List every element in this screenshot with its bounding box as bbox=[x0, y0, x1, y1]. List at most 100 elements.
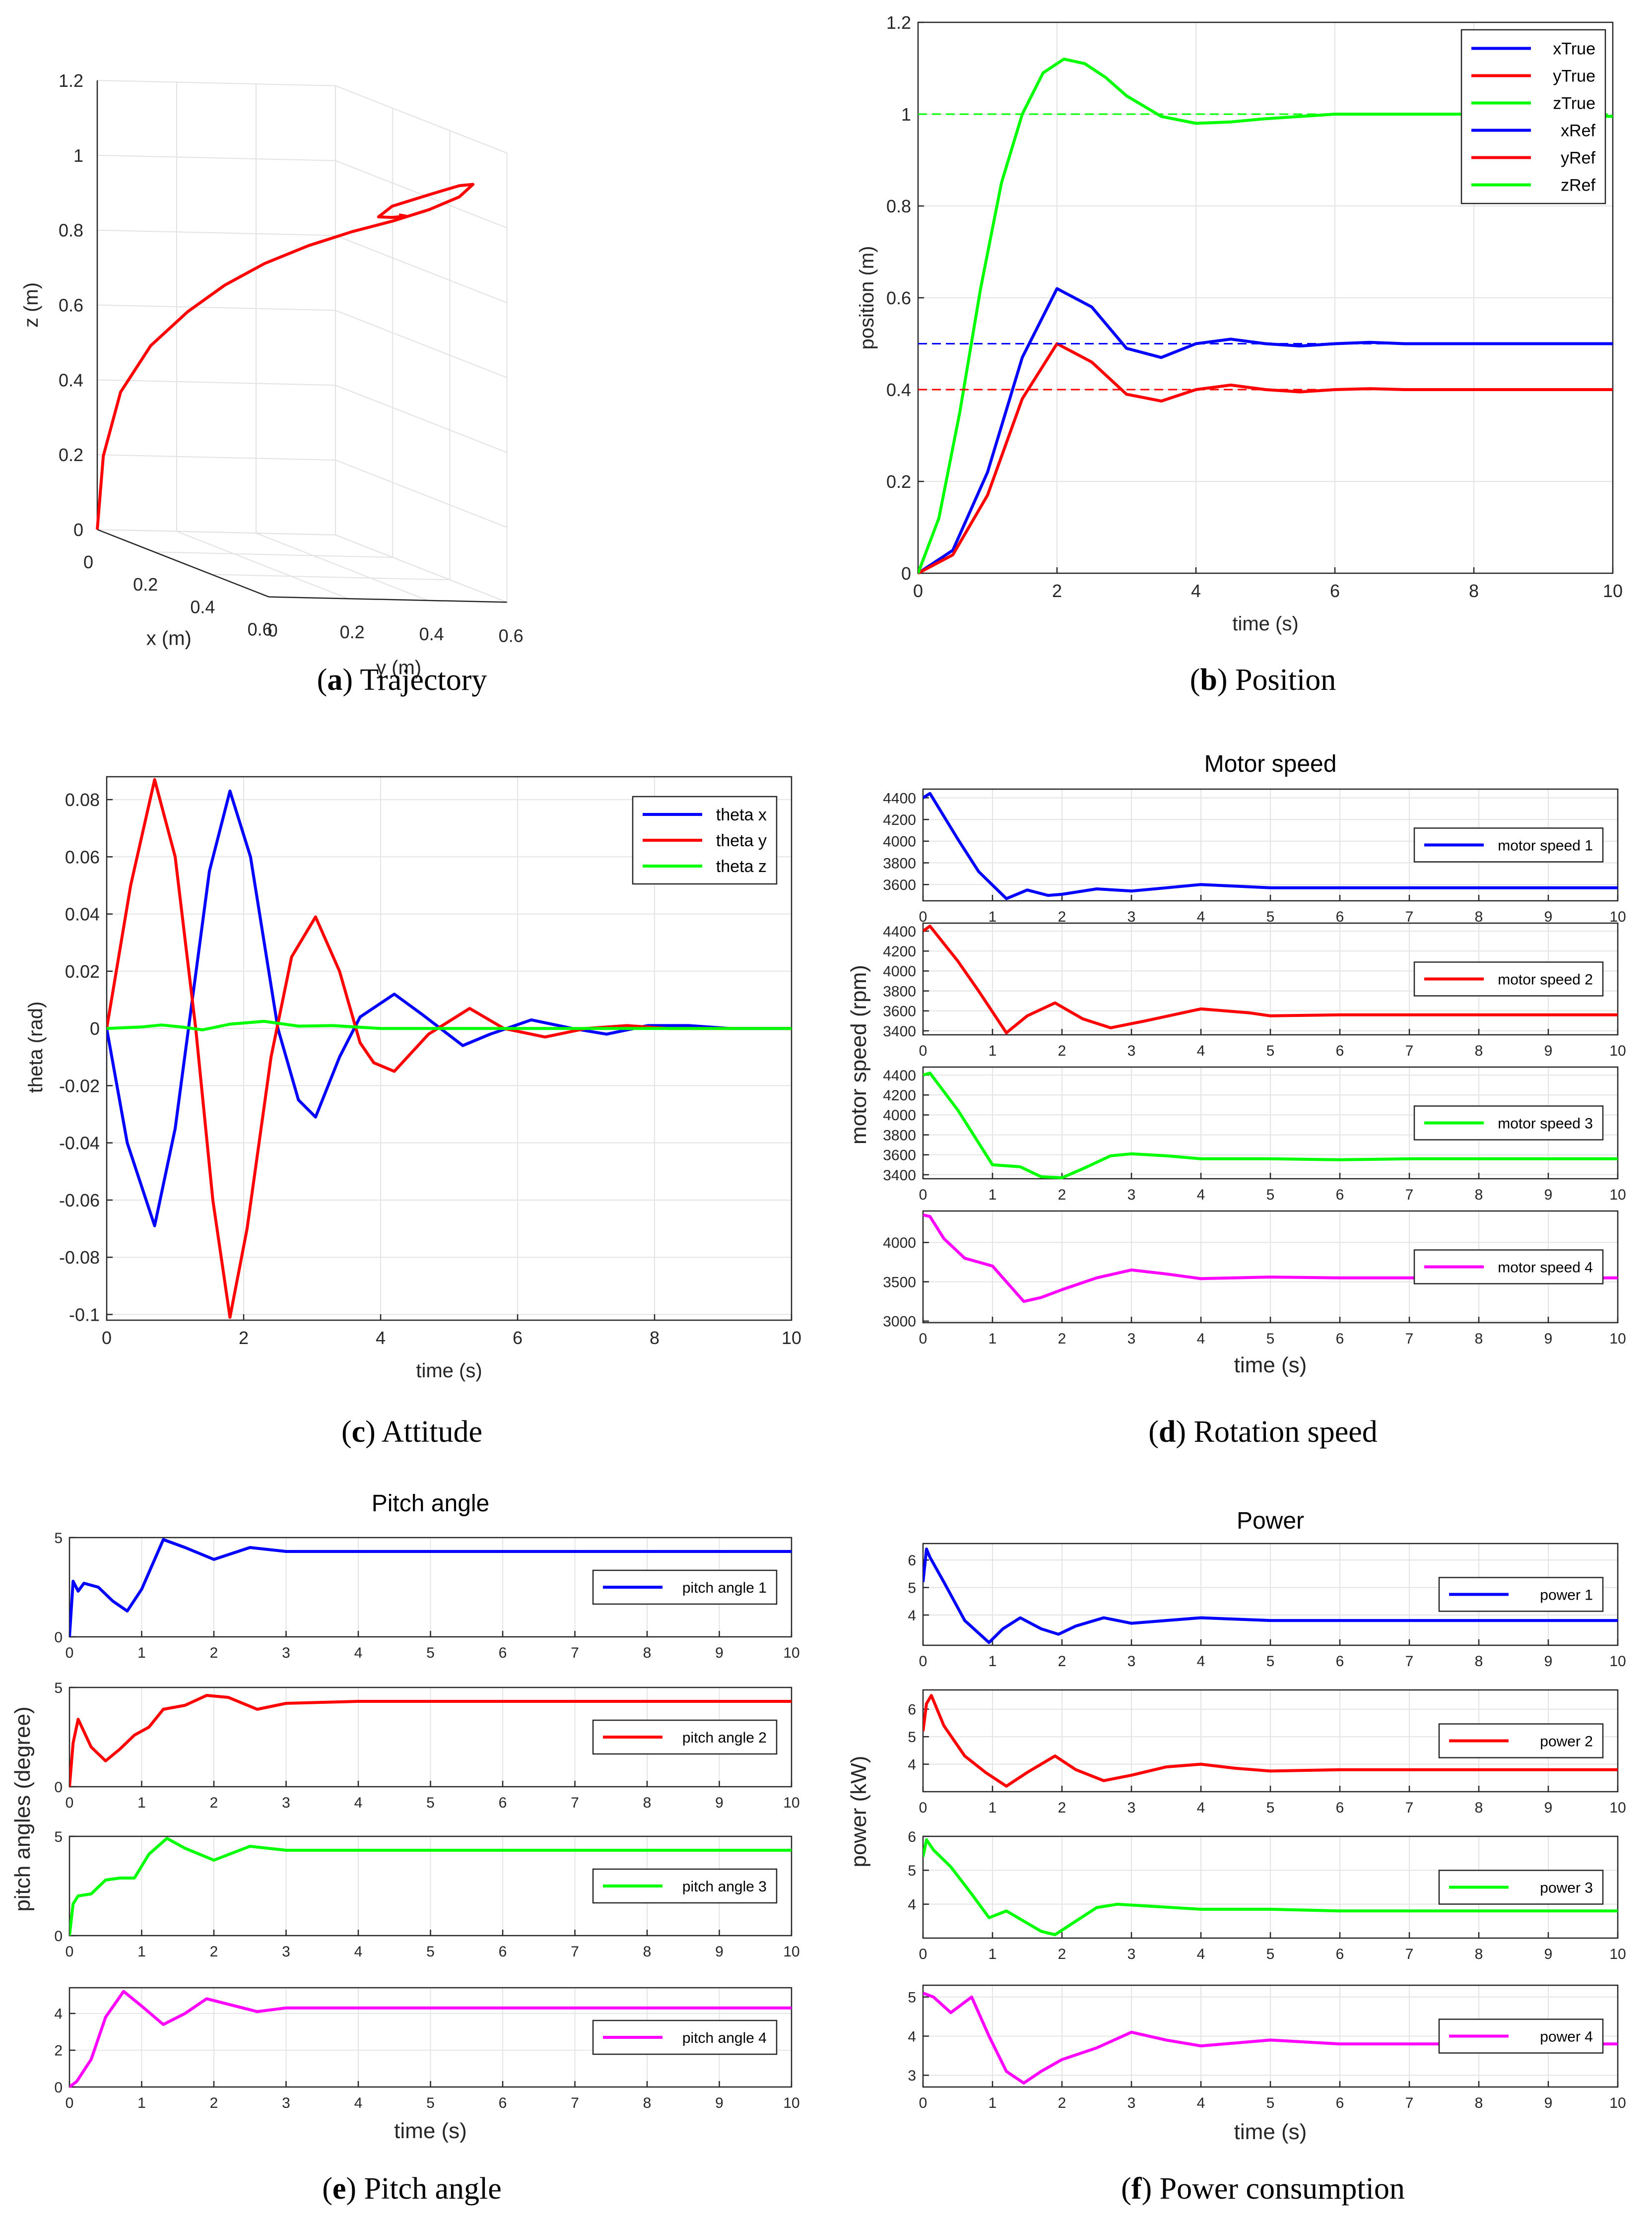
caption-text: Power consumption bbox=[1160, 2172, 1405, 2206]
x-tick-label: 5 bbox=[1266, 1331, 1275, 1347]
x-tick-label: 4 bbox=[376, 1328, 386, 1348]
y-axis-label: theta (rad) bbox=[25, 1002, 47, 1093]
x-tick-label: 8 bbox=[643, 1645, 652, 1661]
x-tick-label: 2 bbox=[210, 1795, 218, 1811]
x-tick-label: 3 bbox=[1127, 1043, 1136, 1059]
x-tick-label: 0.2 bbox=[133, 574, 158, 595]
x-tick-label: 6 bbox=[1336, 1043, 1344, 1059]
y-tick-label: 4 bbox=[908, 1608, 916, 1624]
x-tick-label: 7 bbox=[1405, 1043, 1414, 1059]
x-tick-label: 2 bbox=[1058, 909, 1066, 925]
plot-power-1: 0 1 2 3 4 5 6 7 8 9 10 4 5 6 power 1 bbox=[908, 1543, 1626, 1670]
x-tick-label: 0 bbox=[919, 2095, 927, 2111]
y-axis-line bbox=[268, 596, 507, 603]
x-tick-label: 7 bbox=[571, 2095, 579, 2111]
x-tick-label: 2 bbox=[1058, 1946, 1066, 1962]
x-tick-label: 0 bbox=[66, 1944, 74, 1960]
x-tick-label: 1 bbox=[989, 1043, 997, 1059]
x-tick-label: 3 bbox=[1127, 2095, 1136, 2111]
x-tick-label: 7 bbox=[1405, 1800, 1414, 1816]
x-tick-label: 8 bbox=[1469, 581, 1479, 601]
y-tick-label: 3 bbox=[908, 2068, 916, 2084]
x-tick-label: 5 bbox=[1266, 1946, 1275, 1962]
y-tick-label: 5 bbox=[908, 1580, 916, 1596]
x-tick-label: 10 bbox=[1609, 1946, 1626, 1962]
x-tick-label: 6 bbox=[499, 1645, 507, 1661]
x-tick-label: 2 bbox=[1058, 1187, 1066, 1203]
y-tick-label: 6 bbox=[908, 1829, 916, 1845]
y-tick-label: 3400 bbox=[883, 1023, 916, 1040]
y-tick-label: 4000 bbox=[883, 1235, 916, 1251]
x-tick-label: 10 bbox=[1609, 1187, 1626, 1203]
series-line-power-4 bbox=[923, 1991, 1618, 2085]
plot-pitch-angle-3: 0 1 2 3 4 5 6 7 8 9 10 0 5 pitch angle 3 bbox=[54, 1829, 799, 1960]
y-tick-label: 5 bbox=[54, 1680, 63, 1696]
y-tick-label: 5 bbox=[908, 1863, 916, 1879]
y-tick-label: 0.4 bbox=[419, 624, 444, 644]
y-tick-label: 3600 bbox=[883, 877, 916, 893]
caption-power-consumption: (f) Power consumption bbox=[1121, 2172, 1405, 2206]
plot-pitch-angle-1: 0 1 2 3 4 5 6 7 8 9 10 0 5 pitch angle 1 bbox=[54, 1530, 799, 1661]
x-tick-label: 4 bbox=[354, 1944, 363, 1960]
y-tick-label: 1 bbox=[901, 104, 911, 125]
caption-open: ( bbox=[341, 1415, 352, 1449]
plot-trajectory: 00.20.40.60.811.200.20.40.60 0.2 0.4 0.6x (… bbox=[20, 70, 524, 679]
x-tick-label: 3 bbox=[1127, 1653, 1136, 1670]
y-tick-label: 4000 bbox=[883, 834, 916, 850]
x-tick-label: 7 bbox=[1405, 1187, 1414, 1203]
legend-label: yRef bbox=[1561, 149, 1595, 168]
x-tick-label: 0 bbox=[102, 1328, 112, 1348]
plot-motor-speed-4: 0 1 2 3 4 5 6 7 8 9 10 3000 3500 4000 motor speed 4 bbox=[883, 1210, 1626, 1347]
y-tick-label: 3400 bbox=[883, 1167, 916, 1184]
series-line-theta-z bbox=[107, 1019, 792, 1031]
grid-line bbox=[335, 385, 507, 453]
y-tick-label: 0.06 bbox=[65, 847, 100, 867]
x-tick-label: 6 bbox=[1336, 1946, 1344, 1962]
y-tick-label: 0.08 bbox=[65, 790, 100, 810]
grid-line bbox=[335, 160, 507, 229]
x-tick-label: 10 bbox=[1609, 1331, 1626, 1347]
y-tick-label: 3800 bbox=[883, 1127, 916, 1144]
legend-label: motor speed 3 bbox=[1498, 1115, 1593, 1132]
x-tick-label: 10 bbox=[783, 1944, 799, 1960]
caption-open: ( bbox=[1121, 2172, 1131, 2206]
x-tick-label: 8 bbox=[643, 2095, 652, 2111]
x-tick-label: 8 bbox=[643, 1795, 652, 1811]
x-tick-label: 2 bbox=[210, 1645, 218, 1661]
z-tick-label: 0.2 bbox=[59, 445, 83, 465]
x-tick-label: 3 bbox=[282, 2095, 290, 2111]
x-tick-label: 10 bbox=[783, 2095, 799, 2111]
x-tick-label: 10 bbox=[1603, 581, 1623, 601]
y-tick-label: 5 bbox=[54, 1530, 63, 1547]
y-tick-label: 4 bbox=[908, 2028, 916, 2045]
y-tick-label: 4200 bbox=[883, 943, 916, 960]
y-tick-label: 4400 bbox=[883, 924, 916, 940]
x-tick-label: 4 bbox=[1197, 1331, 1205, 1347]
z-tick-label: 1.2 bbox=[59, 70, 83, 91]
x-tick-label: 2 bbox=[210, 1944, 218, 1960]
legend-label: theta y bbox=[716, 831, 767, 850]
x-tick-label: 5 bbox=[426, 1944, 435, 1960]
caption-pitch-angle: (e) Pitch angle bbox=[322, 2172, 502, 2206]
x-tick-label: 0 bbox=[919, 1331, 927, 1347]
caption-letter: a bbox=[327, 663, 342, 697]
y-tick-label: 4000 bbox=[883, 963, 916, 980]
x-tick-label: 6 bbox=[1336, 1800, 1344, 1816]
x-tick-label: 2 bbox=[1058, 1043, 1066, 1059]
series-line-pitch-angle-4 bbox=[69, 1990, 792, 2088]
series-line-power-2 bbox=[923, 1694, 1618, 1788]
y-tick-label: -0.08 bbox=[59, 1247, 100, 1268]
x-tick-label: 0 bbox=[919, 1946, 927, 1962]
y-tick-label: -0.02 bbox=[59, 1076, 100, 1096]
grid-line bbox=[335, 460, 507, 528]
y-tick-label: 3600 bbox=[883, 1147, 916, 1164]
grid-line bbox=[256, 533, 428, 601]
y-axis-label: power (kW) bbox=[847, 1756, 871, 1868]
x-tick-label: 10 bbox=[1609, 1043, 1626, 1059]
series-line-power-3 bbox=[923, 1838, 1618, 1937]
x-tick-label: 6 bbox=[1336, 1653, 1344, 1670]
y-tick-label: 3500 bbox=[883, 1274, 916, 1290]
caption-open: ( bbox=[1190, 663, 1200, 697]
caption-text: Pitch angle bbox=[364, 2172, 502, 2206]
y-tick-label: 4400 bbox=[883, 1068, 916, 1084]
